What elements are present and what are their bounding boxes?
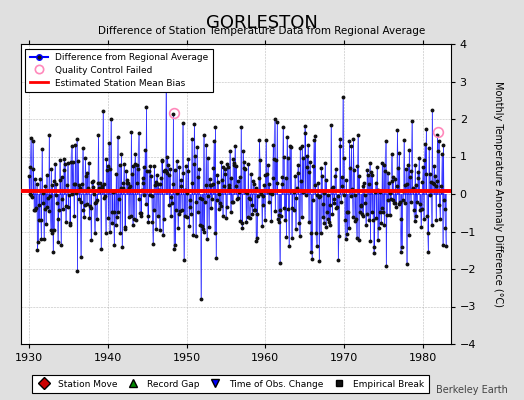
Text: GORLESTON: GORLESTON bbox=[206, 14, 318, 32]
Legend: Difference from Regional Average, Quality Control Failed, Estimated Station Mean: Difference from Regional Average, Qualit… bbox=[26, 48, 213, 92]
Y-axis label: Monthly Temperature Anomaly Difference (°C): Monthly Temperature Anomaly Difference (… bbox=[493, 81, 503, 307]
Text: Difference of Station Temperature Data from Regional Average: Difference of Station Temperature Data f… bbox=[99, 26, 425, 36]
Text: Berkeley Earth: Berkeley Earth bbox=[436, 385, 508, 395]
Legend: Station Move, Record Gap, Time of Obs. Change, Empirical Break: Station Move, Record Gap, Time of Obs. C… bbox=[32, 375, 429, 394]
